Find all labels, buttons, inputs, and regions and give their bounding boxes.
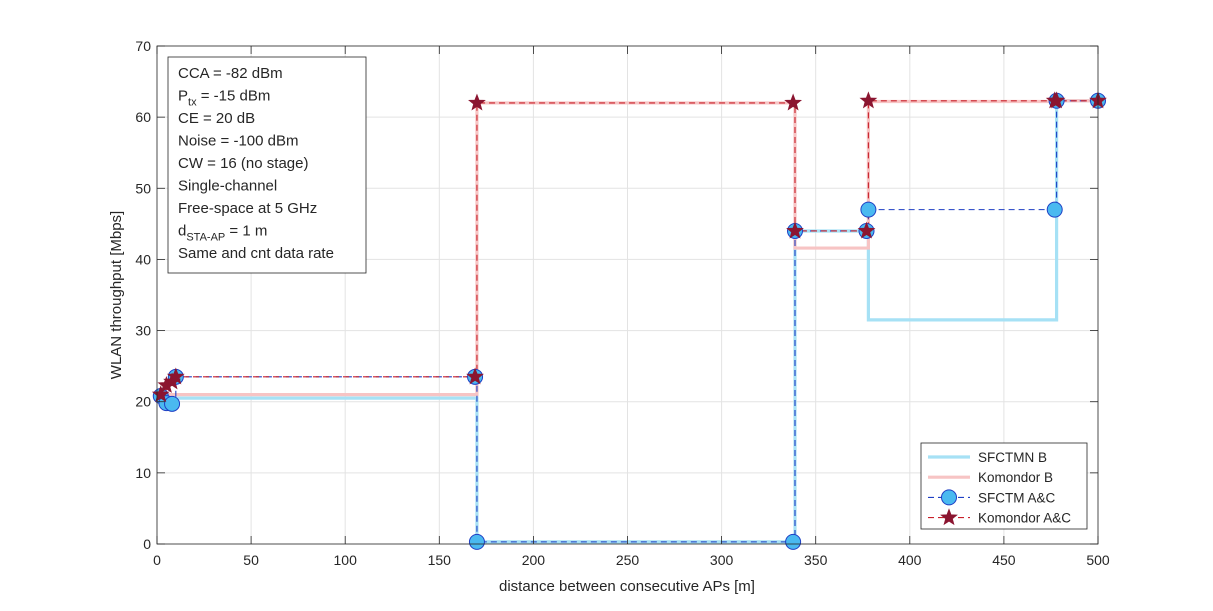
- x-tick-label: 450: [992, 552, 1016, 568]
- series-markers: [151, 91, 1107, 550]
- x-tick-label: 500: [1086, 552, 1110, 568]
- point-komondor-aandc: [166, 367, 185, 385]
- x-axis-ticks: 0 50 100 150 200 250 300 350 400 450 500: [153, 46, 1110, 568]
- annotation-line: CCA = -82 dBm: [178, 65, 283, 82]
- point-komondor-aandc: [151, 385, 170, 403]
- annotation-line: Free-space at 5 GHz: [178, 200, 317, 217]
- x-tick-label: 150: [428, 552, 452, 568]
- point-komondor-aandc: [468, 93, 486, 111]
- x-tick-label: 350: [804, 552, 828, 568]
- point-sfctm-aandc: [785, 533, 802, 550]
- x-tick-label: 50: [243, 552, 259, 568]
- y-tick-label: 0: [143, 536, 151, 552]
- point-komondor-aandc: [784, 93, 803, 111]
- x-tick-label: 300: [710, 552, 734, 568]
- legend-label: SFCTMN B: [978, 450, 1047, 465]
- y-tick-label: 20: [135, 394, 151, 410]
- y-tick-label: 30: [135, 323, 151, 339]
- x-tick-label: 400: [898, 552, 922, 568]
- series-line-sfctm-aandc: [160, 100, 1098, 543]
- annotation-line: Single-channel: [178, 178, 277, 195]
- legend-label: SFCTM A&C: [978, 490, 1056, 505]
- legend-label: Komondor A&C: [978, 511, 1071, 526]
- point-komondor-aandc: [1047, 91, 1066, 109]
- y-tick-label: 10: [135, 465, 151, 481]
- x-tick-label: 250: [616, 552, 640, 568]
- annotation-line: dSTA-AP = 1 m: [178, 223, 267, 244]
- x-axis-label: distance between consecutive APs [m]: [499, 578, 755, 595]
- y-tick-label: 50: [135, 180, 151, 196]
- point-sfctm-aandc: [468, 533, 485, 550]
- y-axis-label: WLAN throughput [Mbps]: [108, 211, 125, 379]
- point-komondor-aandc: [466, 367, 484, 385]
- legend-label: Komondor B: [978, 470, 1053, 485]
- legend-marker-sfctm-aandc: [941, 489, 957, 506]
- legend: SFCTMN B Komondor B SFCTM A&C Komondor A&C: [920, 442, 1088, 530]
- point-sfctm-aandc: [164, 395, 181, 412]
- x-tick-label: 0: [153, 552, 161, 568]
- y-axis-ticks: 0 10 20 30 40 50 60 70: [135, 38, 1098, 552]
- y-tick-label: 40: [135, 251, 151, 267]
- x-tick-label: 200: [522, 552, 546, 568]
- annotation-line: Noise = -100 dBm: [178, 133, 298, 150]
- point-komondor-aandc: [859, 91, 878, 109]
- legend-marker-komondor-aandc: [940, 508, 958, 526]
- point-komondor-aandc: [786, 221, 804, 239]
- annotation-line: CE = 20 dB: [178, 110, 255, 127]
- point-komondor-aandc: [857, 221, 876, 239]
- annotation-line: Ptx = -15 dBm: [178, 88, 270, 109]
- point-sfctm-aandc: [860, 201, 877, 218]
- point-sfctm-aandc: [1046, 201, 1063, 218]
- annotation-line: CW = 16 (no stage): [178, 155, 308, 172]
- x-tick-label: 100: [334, 552, 358, 568]
- annotation-line: Same and cnt data rate: [178, 245, 334, 262]
- y-tick-label: 60: [135, 109, 151, 125]
- y-tick-label: 70: [135, 38, 151, 54]
